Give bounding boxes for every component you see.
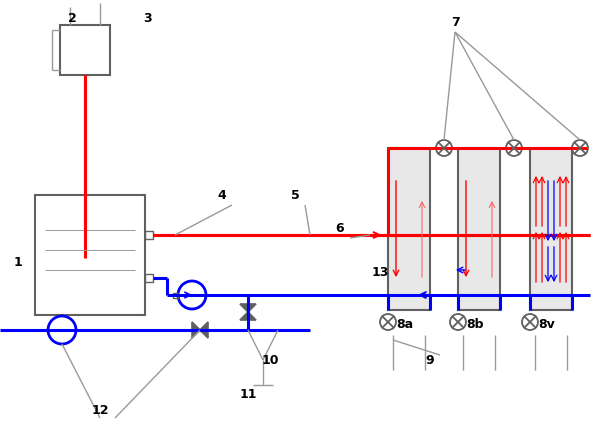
Text: 8b: 8b [466, 319, 484, 331]
Bar [388, 148, 430, 310]
Polygon shape [240, 312, 256, 320]
Text: 8v: 8v [539, 319, 556, 331]
Bar [60, 25, 110, 75]
Text: 8a: 8a [397, 319, 413, 331]
Bar [173, 292, 178, 298]
Text: 2: 2 [68, 12, 76, 24]
Text: 11: 11 [239, 389, 257, 401]
Text: 9: 9 [425, 354, 434, 366]
Polygon shape [200, 322, 208, 338]
Bar [458, 148, 500, 310]
Text: 7: 7 [451, 16, 460, 28]
Bar [530, 148, 572, 310]
Text: 6: 6 [335, 222, 344, 234]
Bar [145, 231, 153, 239]
Text: 3: 3 [143, 12, 152, 24]
Bar [35, 195, 145, 315]
Text: 1: 1 [14, 256, 22, 268]
Bar [145, 274, 153, 282]
Polygon shape [192, 322, 200, 338]
Text: 13: 13 [371, 265, 389, 279]
Polygon shape [240, 304, 256, 312]
Text: 4: 4 [218, 189, 226, 202]
Text: 5: 5 [290, 189, 299, 202]
Text: 12: 12 [91, 404, 109, 416]
Text: 10: 10 [261, 354, 279, 366]
